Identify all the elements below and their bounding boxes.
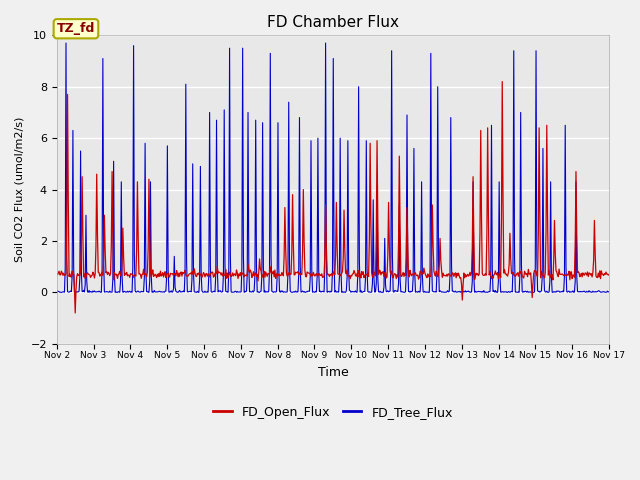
FD_Tree_Flux bbox=[530, 289, 538, 295]
FD_Tree_Flux bbox=[120, 288, 128, 294]
FD_Tree_Flux bbox=[401, 289, 408, 295]
FD_Open_Flux bbox=[63, 220, 70, 226]
FD_Tree_Flux bbox=[62, 40, 70, 46]
FD_Tree_Flux bbox=[177, 289, 184, 295]
FD_Tree_Flux bbox=[64, 288, 72, 294]
X-axis label: Time: Time bbox=[317, 366, 348, 379]
FD_Open_Flux bbox=[206, 274, 214, 279]
FD_Open_Flux bbox=[53, 270, 61, 276]
FD_Open_Flux bbox=[401, 270, 408, 276]
FD_Open_Flux bbox=[499, 79, 506, 84]
FD_Open_Flux bbox=[72, 310, 79, 316]
Y-axis label: Soil CO2 Flux (umol/m2/s): Soil CO2 Flux (umol/m2/s) bbox=[15, 117, 25, 262]
FD_Tree_Flux bbox=[206, 109, 214, 115]
FD_Open_Flux bbox=[417, 268, 425, 274]
FD_Tree_Flux bbox=[605, 289, 613, 295]
Legend: FD_Open_Flux, FD_Tree_Flux: FD_Open_Flux, FD_Tree_Flux bbox=[208, 401, 458, 424]
FD_Open_Flux bbox=[120, 273, 128, 278]
FD_Open_Flux bbox=[605, 272, 613, 277]
Title: FD Chamber Flux: FD Chamber Flux bbox=[267, 15, 399, 30]
FD_Tree_Flux bbox=[417, 278, 425, 284]
FD_Tree_Flux bbox=[53, 289, 61, 295]
Line: FD_Tree_Flux: FD_Tree_Flux bbox=[57, 43, 609, 292]
FD_Open_Flux bbox=[177, 270, 184, 276]
Line: FD_Open_Flux: FD_Open_Flux bbox=[57, 82, 609, 313]
Text: TZ_fd: TZ_fd bbox=[57, 22, 95, 35]
